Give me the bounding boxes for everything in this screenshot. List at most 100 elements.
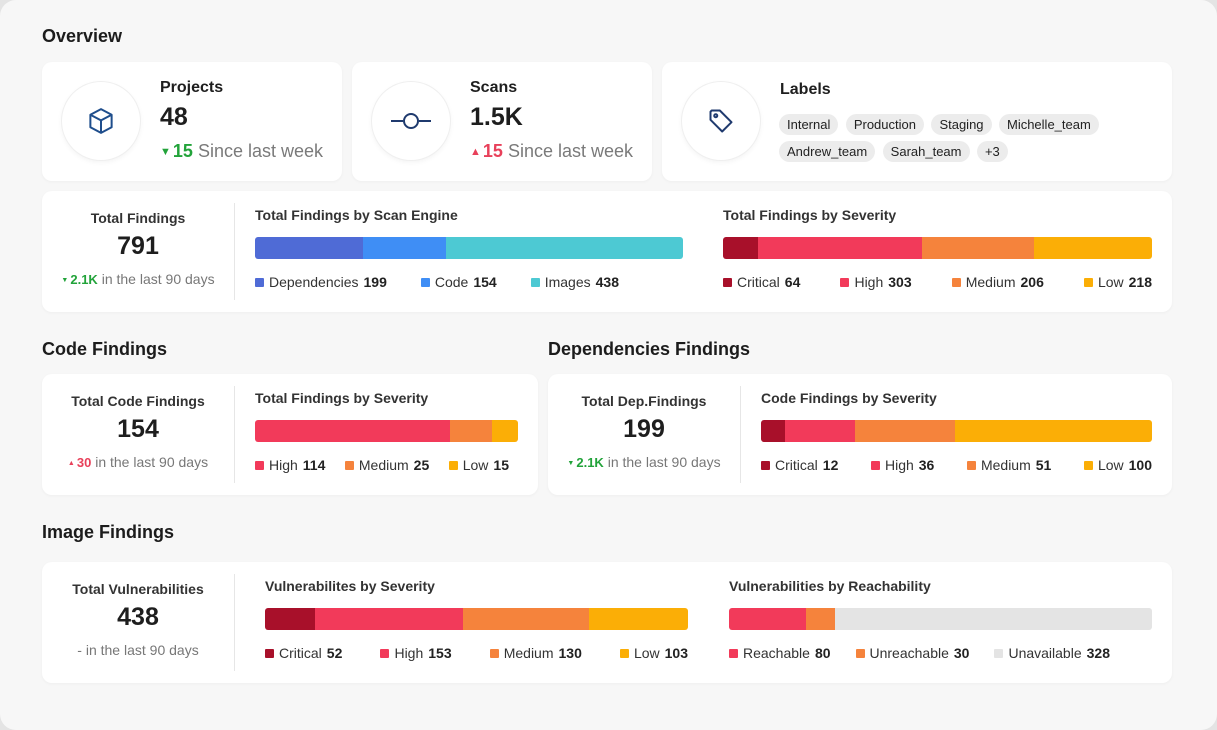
legend-swatch <box>344 460 354 470</box>
bar-segment-high[interactable] <box>255 420 450 442</box>
bar-segment-dependencies[interactable] <box>255 237 363 259</box>
scans-card[interactable]: Scans 1.5K ▲ 15 Since last week <box>352 62 652 181</box>
legend-label: High <box>269 457 298 473</box>
engine-bar-title: Total Findings by Scan Engine <box>255 207 458 223</box>
bar-segment-low[interactable] <box>1033 237 1152 259</box>
bar-segment-medium[interactable] <box>855 420 956 442</box>
legend-item-medium[interactable]: Medium 51 <box>966 457 1052 473</box>
divider <box>234 386 235 483</box>
projects-delta-value: 15 <box>172 141 193 161</box>
legend-item-images[interactable]: Images 438 <box>530 274 619 290</box>
legend-label: Code <box>434 274 469 290</box>
bar-segment-medium[interactable] <box>449 420 493 442</box>
dep-findings-summary: Total Dep.Findings 199 ▼ 2.1K in the last… <box>548 393 740 470</box>
more-labels-chip[interactable]: +3 <box>976 141 1008 162</box>
bar-segment-high[interactable] <box>784 420 856 442</box>
bar-segment-low[interactable] <box>492 420 518 442</box>
legend-item-medium[interactable]: Medium 25 <box>344 457 430 473</box>
image-findings-delta-value: - <box>77 642 82 658</box>
label-chip[interactable]: Andrew_team <box>779 141 876 162</box>
projects-delta-text: Since last week <box>197 141 323 161</box>
legend-swatch <box>994 648 1004 658</box>
reachability-bar-title: Vulnerabilities by Reachability <box>729 578 931 594</box>
legend-item-reachable[interactable]: Reachable 80 <box>729 645 831 661</box>
bar-segment-low[interactable] <box>955 420 1152 442</box>
legend-swatch <box>1083 277 1093 287</box>
dep-findings-delta-text: in the last 90 days <box>607 454 721 470</box>
legend-swatch <box>966 460 976 470</box>
legend-item-low[interactable]: Low 103 <box>619 645 688 661</box>
dep-findings-delta-value: ▼ 2.1K <box>567 455 603 470</box>
legend-item-code[interactable]: Code 154 <box>420 274 497 290</box>
engine-stacked-bar[interactable] <box>255 237 683 259</box>
image-findings-summary: Total Vulnerabilities 438 - in the last … <box>42 581 234 658</box>
tag-icon <box>682 82 760 160</box>
legend-label: Critical <box>775 457 818 473</box>
legend-value: 218 <box>1128 274 1152 290</box>
legend-item-low[interactable]: Low 100 <box>1083 457 1152 473</box>
legend-item-unavailable[interactable]: Unavailable 328 <box>994 645 1110 661</box>
code-findings-card: Total Code Findings 154 ▲ 30 in the last … <box>42 374 538 495</box>
code-findings-value: 154 <box>117 415 159 443</box>
legend-item-low[interactable]: Low 15 <box>448 457 509 473</box>
bar-segment-medium[interactable] <box>462 608 589 630</box>
image-severity-stacked-bar[interactable] <box>265 608 688 630</box>
delta-number: 2.1K <box>576 455 604 470</box>
triangle-up-icon: ▲ <box>470 146 481 158</box>
legend-item-high[interactable]: High 303 <box>840 274 912 290</box>
legend-item-high[interactable]: High 153 <box>380 645 452 661</box>
legend-item-unreachable[interactable]: Unreachable 30 <box>855 645 969 661</box>
legend-item-medium[interactable]: Medium 130 <box>489 645 582 661</box>
code-severity-stacked-bar[interactable] <box>255 420 518 442</box>
legend-item-low[interactable]: Low 218 <box>1083 274 1152 290</box>
dep-severity-stacked-bar[interactable] <box>761 420 1152 442</box>
reachability-stacked-bar[interactable] <box>729 608 1152 630</box>
legend-value: 12 <box>822 457 839 473</box>
bar-segment-high[interactable] <box>315 608 463 630</box>
label-chip[interactable]: Internal <box>779 114 839 135</box>
legend-label: Unavailable <box>1008 645 1082 661</box>
legend-label: Medium <box>965 274 1016 290</box>
legend-label: Reachable <box>743 645 810 661</box>
label-chip[interactable]: Sarah_team <box>882 141 970 162</box>
bar-segment-reachable[interactable] <box>729 608 807 630</box>
bar-segment-critical[interactable] <box>761 420 785 442</box>
legend-item-critical[interactable]: Critical 64 <box>723 274 800 290</box>
bar-segment-unavailable[interactable] <box>835 608 1152 630</box>
code-findings-delta-value: ▲ 30 <box>68 455 91 470</box>
legend-value: 328 <box>1086 645 1110 661</box>
legend-item-high[interactable]: High 114 <box>255 457 325 473</box>
projects-card[interactable]: Projects 48 ▼ 15 Since last week <box>42 62 342 181</box>
labels-card[interactable]: Labels Internal Production Staging Miche… <box>662 62 1172 181</box>
image-findings-card: Total Vulnerabilities 438 - in the last … <box>42 562 1172 683</box>
legend-item-dependencies[interactable]: Dependencies 199 <box>255 274 387 290</box>
label-chip[interactable]: Staging <box>931 114 992 135</box>
legend-item-high[interactable]: High 36 <box>870 457 934 473</box>
legend-swatch <box>255 460 264 470</box>
scans-label: Scans <box>470 79 518 96</box>
divider <box>234 203 235 300</box>
bar-segment-critical[interactable] <box>723 237 758 259</box>
bar-segment-low[interactable] <box>588 608 688 630</box>
image-findings-delta: - in the last 90 days <box>42 642 234 658</box>
bar-segment-high[interactable] <box>757 237 923 259</box>
bar-segment-images[interactable] <box>445 237 683 259</box>
legend-item-medium[interactable]: Medium 206 <box>951 274 1044 290</box>
severity-stacked-bar[interactable] <box>723 237 1152 259</box>
scans-value: 1.5K <box>470 103 523 131</box>
legend-item-critical[interactable]: Critical 12 <box>761 457 838 473</box>
bar-segment-medium[interactable] <box>922 237 1034 259</box>
legend-swatch <box>761 460 770 470</box>
bar-segment-unreachable[interactable] <box>806 608 836 630</box>
legend-item-critical[interactable]: Critical 52 <box>265 645 342 661</box>
label-chip[interactable]: Production <box>845 114 924 135</box>
legend-value: 80 <box>814 645 831 661</box>
legend-value: 51 <box>1035 457 1052 473</box>
legend-value: 438 <box>595 274 619 290</box>
legend-value: 25 <box>413 457 430 473</box>
bar-segment-critical[interactable] <box>265 608 316 630</box>
code-findings-summary: Total Code Findings 154 ▲ 30 in the last … <box>42 393 234 470</box>
bar-segment-code[interactable] <box>362 237 446 259</box>
label-chip[interactable]: Michelle_team <box>998 114 1099 135</box>
legend-value: 100 <box>1128 457 1152 473</box>
